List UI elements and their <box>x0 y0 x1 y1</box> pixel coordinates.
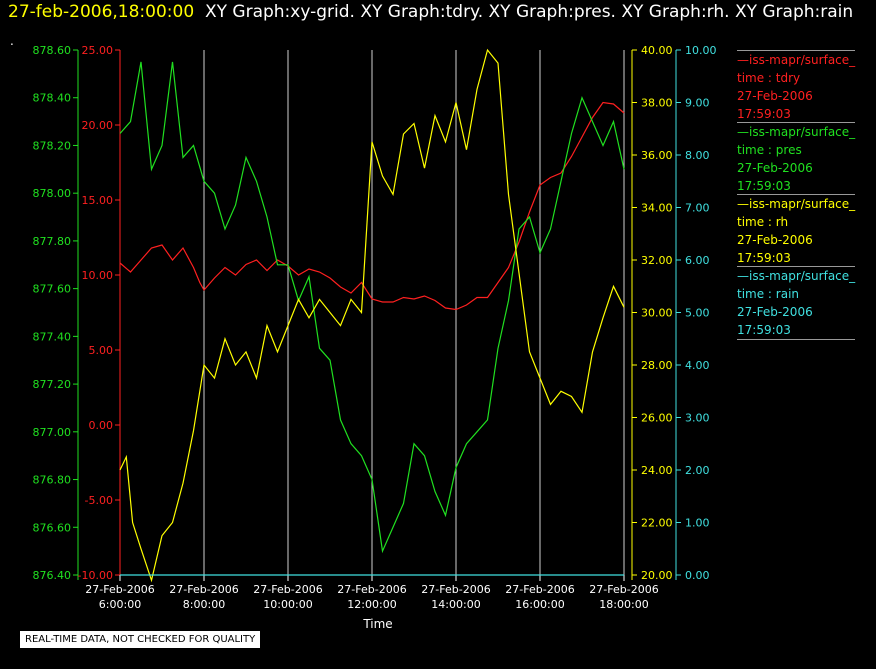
x-tick-label-date: 27-Feb-2006 <box>505 583 574 596</box>
legend-rain-name: —iss-mapr/surface_ <box>737 266 856 285</box>
pres-tick-label: 876.80 <box>33 474 72 487</box>
rain-tick-label: 2.00 <box>685 464 710 477</box>
tdry-series-line <box>119 101 625 311</box>
rh-tick-label: 40.00 <box>641 44 673 57</box>
legend-tdry-date: 27-Feb-2006 <box>737 89 813 103</box>
legend-pres-field: time : pres <box>737 143 802 157</box>
x-tick-label-time: 18:00:00 <box>599 598 648 611</box>
rh-tick-label: 24.00 <box>641 464 673 477</box>
legend-rh: —iss-mapr/surface_ time : rh 27-Feb-2006… <box>737 194 856 267</box>
pres-tick-label: 877.20 <box>33 378 72 391</box>
rh-tick-label: 26.00 <box>641 412 673 425</box>
rh-series-line <box>119 48 625 583</box>
x-tick-label-date: 27-Feb-2006 <box>85 583 154 596</box>
pres-tick-label: 877.80 <box>33 235 72 248</box>
tdry-tick-label: 20.00 <box>82 119 114 132</box>
pres-tick-label: 877.60 <box>33 283 72 296</box>
rain-tick-label: 8.00 <box>685 149 710 162</box>
legend-rh-name: —iss-mapr/surface_ <box>737 194 856 213</box>
rh-tick-label: 34.00 <box>641 202 673 215</box>
legend-rain-date: 27-Feb-2006 <box>737 305 813 319</box>
legend-rain-field: time : rain <box>737 287 800 301</box>
x-tick-label-time: 8:00:00 <box>183 598 225 611</box>
chart-title: 27-feb-2006,18:00:00 XY Graph:xy-grid. X… <box>8 2 853 22</box>
tdry-tick-label: 5.00 <box>89 344 114 357</box>
x-tick-label-time: 16:00:00 <box>515 598 564 611</box>
legend-pres-date: 27-Feb-2006 <box>737 161 813 175</box>
tdry-tick-label: -5.00 <box>85 494 113 507</box>
legend-rain-time: 17:59:03 <box>737 321 856 340</box>
rain-tick-label: 7.00 <box>685 202 710 215</box>
rain-tick-label: 0.00 <box>685 569 710 582</box>
pres-tick-label: 876.40 <box>33 569 72 582</box>
pres-series-line <box>119 61 625 554</box>
tdry-tick-label: 10.00 <box>82 269 114 282</box>
legend-rh-field: time : rh <box>737 215 789 229</box>
legend-pres: —iss-mapr/surface_ time : pres 27-Feb-20… <box>737 122 856 195</box>
title-timestamp: 27-feb-2006,18:00:00 <box>8 2 195 22</box>
x-tick-label-date: 27-Feb-2006 <box>253 583 322 596</box>
x-tick-label-date: 27-Feb-2006 <box>421 583 490 596</box>
tdry-tick-label: 15.00 <box>82 194 114 207</box>
legend-tdry: —iss-mapr/surface_ time : tdry 27-Feb-20… <box>737 50 856 123</box>
x-tick-label-time: 6:00:00 <box>99 598 141 611</box>
pres-tick-label: 878.40 <box>33 92 72 105</box>
rh-tick-label: 32.00 <box>641 254 673 267</box>
rain-tick-label: 1.00 <box>685 517 710 530</box>
legend-pres-name: —iss-mapr/surface_ <box>737 122 856 141</box>
legend-rain: —iss-mapr/surface_ time : rain 27-Feb-20… <box>737 266 856 340</box>
rh-tick-label: 20.00 <box>641 569 673 582</box>
legend-tdry-time: 17:59:03 <box>737 107 791 121</box>
x-axis-label: Time <box>362 617 392 631</box>
status-dot: . <box>10 34 14 48</box>
x-tick-label-date: 27-Feb-2006 <box>589 583 658 596</box>
pres-tick-label: 877.40 <box>33 330 72 343</box>
rain-tick-label: 6.00 <box>685 254 710 267</box>
legend-pres-time: 17:59:03 <box>737 179 791 193</box>
legend-tdry-field: time : tdry <box>737 71 801 85</box>
pres-tick-label: 878.20 <box>33 139 72 152</box>
x-tick-label-time: 14:00:00 <box>431 598 480 611</box>
rh-tick-label: 30.00 <box>641 307 673 320</box>
rh-tick-label: 38.00 <box>641 97 673 110</box>
x-tick-label-date: 27-Feb-2006 <box>169 583 238 596</box>
x-tick-label-time: 12:00:00 <box>347 598 396 611</box>
rh-tick-label: 36.00 <box>641 149 673 162</box>
rh-tick-label: 22.00 <box>641 517 673 530</box>
tdry-tick-label: 25.00 <box>82 44 114 57</box>
pres-tick-label: 877.00 <box>33 426 72 439</box>
pres-tick-label: 878.60 <box>33 44 72 57</box>
rain-tick-label: 5.00 <box>685 307 710 320</box>
x-tick-label-date: 27-Feb-2006 <box>337 583 406 596</box>
pres-tick-label: 876.60 <box>33 521 72 534</box>
tdry-tick-label: -10.00 <box>78 569 113 582</box>
rain-tick-label: 9.00 <box>685 97 710 110</box>
pres-tick-label: 878.00 <box>33 187 72 200</box>
legend-rh-time: 17:59:03 <box>737 251 791 265</box>
legend-rh-date: 27-Feb-2006 <box>737 233 813 247</box>
rh-tick-label: 28.00 <box>641 359 673 372</box>
rain-tick-label: 4.00 <box>685 359 710 372</box>
title-graph-list: XY Graph:xy-grid. XY Graph:tdry. XY Grap… <box>204 2 854 22</box>
quality-notice: REAL-TIME DATA, NOT CHECKED FOR QUALITY <box>20 631 261 648</box>
tdry-tick-label: 0.00 <box>89 419 114 432</box>
rain-tick-label: 10.00 <box>685 44 717 57</box>
x-tick-label-time: 10:00:00 <box>263 598 312 611</box>
rain-tick-label: 3.00 <box>685 412 710 425</box>
legend-tdry-name: —iss-mapr/surface_ <box>737 50 856 69</box>
